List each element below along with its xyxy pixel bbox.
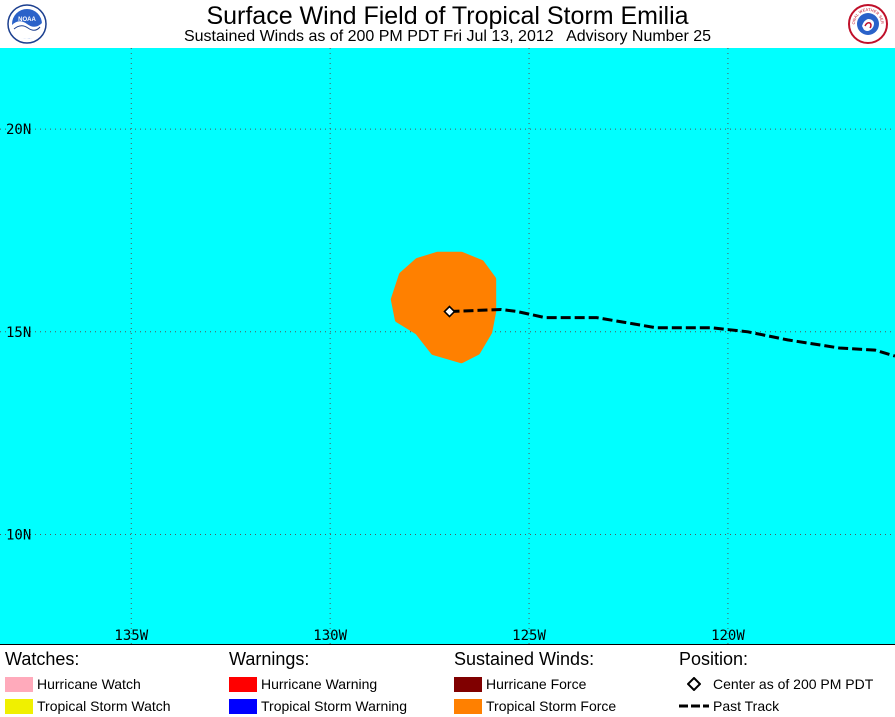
legend-label: Tropical Storm Watch [37, 698, 171, 714]
legend-heading-watches: Watches: [5, 649, 171, 669]
lon-label: 125W [512, 628, 546, 644]
page-subtitle: Sustained Winds as of 200 PM PDT Fri Jul… [0, 28, 895, 46]
lat-label: 15N [6, 325, 31, 341]
legend-label: Hurricane Watch [37, 676, 141, 692]
legend-label: Past Track [713, 698, 779, 714]
legend-item-tropical-storm-watch: Tropical Storm Watch [5, 695, 171, 717]
legend-item-past-track: Past Track [679, 695, 873, 717]
legend-warnings: Warnings: Hurricane Warning Tropical Sto… [229, 649, 407, 717]
legend-item-tropical-storm-force: Tropical Storm Force [454, 695, 616, 717]
lat-label: 10N [6, 528, 31, 544]
header: NOAA Surface Wind Field of Tropical Stor… [0, 0, 895, 48]
tropical-storm-warning-swatch [229, 699, 257, 714]
lon-label: 120W [711, 628, 745, 644]
nws-logo: NATIONAL WEATHER SERVICE [848, 4, 888, 44]
legend-heading-position: Position: [679, 649, 873, 669]
map-canvas[interactable]: 20N 15N 10N 135W 130W 125W 120W [0, 48, 895, 644]
lat-label: 20N [6, 122, 31, 138]
hurricane-force-swatch [454, 677, 482, 692]
legend-heading-warnings: Warnings: [229, 649, 407, 669]
legend-position: Position: Center as of 200 PM PDT Past T… [679, 649, 873, 717]
legend: Watches: Hurricane Watch Tropical Storm … [0, 644, 895, 717]
hurricane-watch-swatch [5, 677, 33, 692]
lon-label: 130W [313, 628, 347, 644]
legend-item-tropical-storm-warning: Tropical Storm Warning [229, 695, 407, 717]
legend-label: Center as of 200 PM PDT [713, 676, 873, 692]
diamond-icon [679, 677, 709, 692]
hurricane-warning-swatch [229, 677, 257, 692]
page-title: Surface Wind Field of Tropical Storm Emi… [0, 3, 895, 30]
lon-label: 135W [114, 628, 148, 644]
legend-label: Tropical Storm Warning [261, 698, 407, 714]
legend-item-hurricane-watch: Hurricane Watch [5, 673, 171, 695]
tropical-storm-force-swatch [454, 699, 482, 714]
legend-watches: Watches: Hurricane Watch Tropical Storm … [5, 649, 171, 717]
legend-label: Tropical Storm Force [486, 698, 616, 714]
dashed-line-icon [679, 699, 709, 714]
legend-label: Hurricane Warning [261, 676, 377, 692]
legend-item-center: Center as of 200 PM PDT [679, 673, 873, 695]
legend-heading-winds: Sustained Winds: [454, 649, 616, 669]
tropical-storm-watch-swatch [5, 699, 33, 714]
legend-item-hurricane-force: Hurricane Force [454, 673, 616, 695]
legend-label: Hurricane Force [486, 676, 586, 692]
legend-winds: Sustained Winds: Hurricane Force Tropica… [454, 649, 616, 717]
legend-item-hurricane-warning: Hurricane Warning [229, 673, 407, 695]
map[interactable]: 20N 15N 10N 135W 130W 125W 120W [0, 48, 895, 644]
